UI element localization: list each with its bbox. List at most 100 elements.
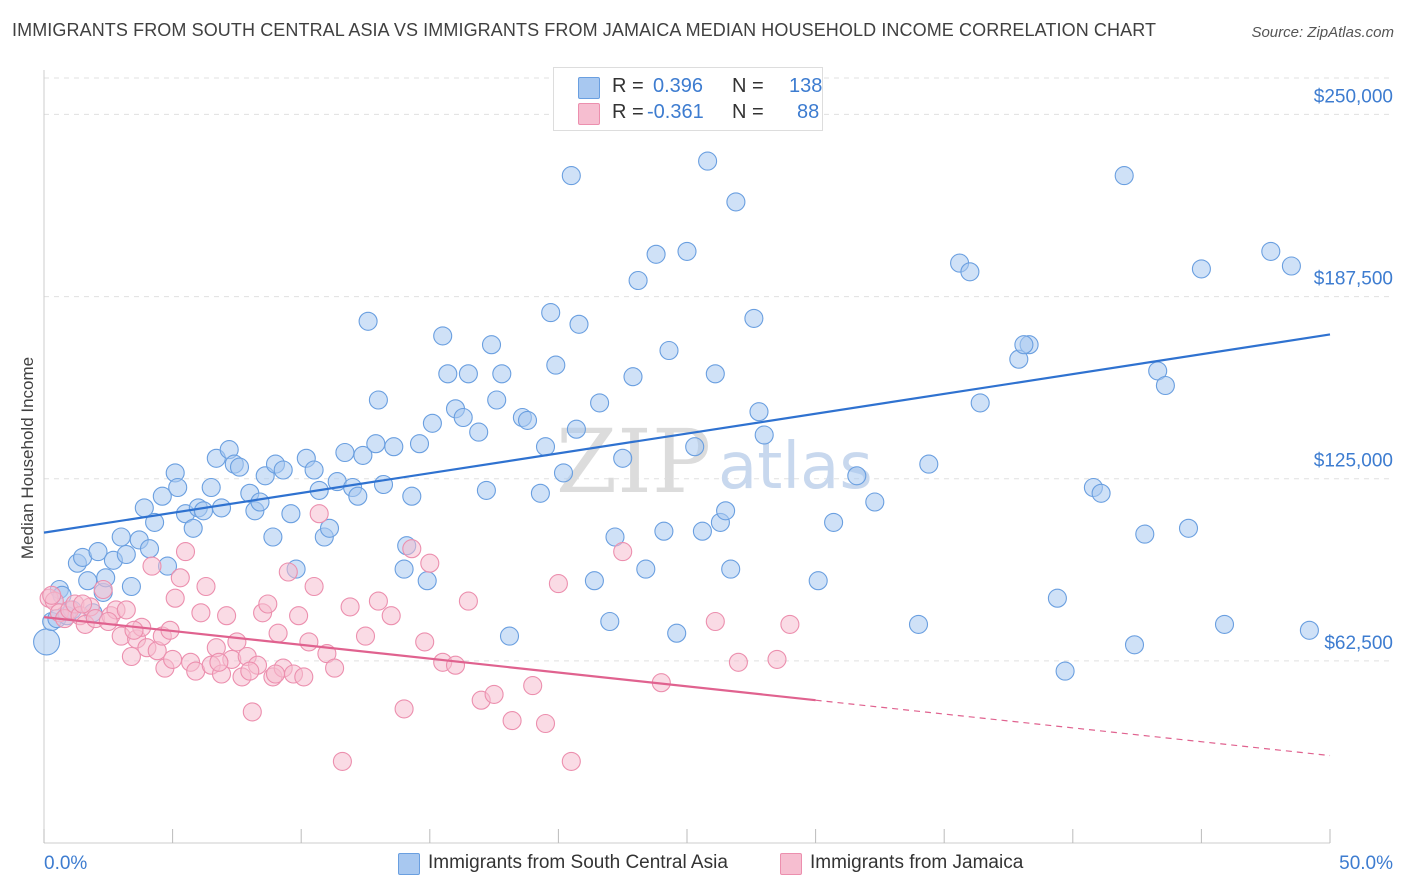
data-point-jamaica <box>196 576 216 597</box>
data-point-jamaica <box>73 594 93 614</box>
data-point-south-central-asia <box>229 457 250 477</box>
legend-label: Immigrants from Jamaica <box>810 852 1024 873</box>
data-point-jamaica <box>502 711 522 731</box>
data-point-jamaica <box>294 667 314 687</box>
data-point-jamaica <box>767 649 787 669</box>
data-point-south-central-asia <box>960 262 980 282</box>
legend-r-value: 0.396 <box>653 75 704 97</box>
data-point-jamaica <box>548 574 568 594</box>
data-point-jamaica <box>121 646 141 667</box>
data-point-south-central-asia <box>824 512 844 532</box>
data-point-south-central-asia <box>600 611 620 632</box>
data-point-south-central-asia <box>368 390 388 410</box>
data-point-south-central-asia <box>145 512 165 532</box>
data-point-south-central-asia <box>569 314 589 334</box>
legend-label: Immigrants from South Central Asia <box>428 852 728 873</box>
data-point-south-central-asia <box>1124 635 1145 655</box>
data-point-south-central-asia <box>721 559 741 579</box>
data-point-south-central-asia <box>458 364 478 384</box>
data-point-jamaica <box>561 751 581 771</box>
data-point-south-central-asia <box>692 521 712 541</box>
data-point-south-central-asia <box>433 326 453 346</box>
data-point-south-central-asia <box>1055 661 1075 681</box>
data-point-south-central-asia <box>749 402 769 422</box>
data-point-south-central-asia <box>1047 588 1067 608</box>
data-point-jamaica <box>728 652 748 672</box>
data-point-jamaica <box>265 664 286 684</box>
data-point-south-central-asia <box>139 539 160 559</box>
data-point-jamaica <box>42 585 62 605</box>
legend-swatch-pink <box>780 853 802 875</box>
data-point-jamaica <box>394 699 414 719</box>
data-point-south-central-asia <box>152 486 172 506</box>
data-point-jamaica <box>705 611 725 632</box>
x-tick-label-max: 50.0% <box>1339 853 1393 874</box>
legend-r-value: -0.361 <box>647 101 704 123</box>
legend-r-label: R = <box>612 75 644 97</box>
data-point-jamaica <box>332 751 352 771</box>
data-point-south-central-asia <box>705 364 725 384</box>
data-point-jamaica <box>175 542 196 562</box>
data-point-jamaica <box>242 702 262 722</box>
data-point-south-central-asia <box>499 626 520 646</box>
data-point-south-central-asia <box>685 437 705 457</box>
data-point-south-central-asia <box>1214 614 1235 634</box>
data-point-jamaica <box>484 684 504 704</box>
data-point-jamaica <box>289 606 309 626</box>
data-point-south-central-asia <box>654 521 674 541</box>
data-point-south-central-asia <box>319 518 340 538</box>
data-point-jamaica <box>124 620 144 640</box>
data-point-south-central-asia <box>613 448 633 468</box>
data-point-south-central-asia <box>417 571 437 591</box>
data-point-jamaica <box>402 539 422 559</box>
data-point-south-central-asia <box>193 501 214 521</box>
data-point-south-central-asia <box>754 425 774 445</box>
data-point-south-central-asia <box>394 559 414 579</box>
data-point-jamaica <box>309 504 329 524</box>
legend-n-value: 88 <box>797 101 820 123</box>
data-point-south-central-asia <box>1091 483 1111 503</box>
data-point-south-central-asia <box>628 270 648 291</box>
data-point-south-central-asia <box>1178 518 1199 538</box>
y-tick-label: $250,000 <box>1314 86 1393 107</box>
data-point-south-central-asia <box>1191 259 1211 279</box>
data-point-south-central-asia <box>1299 620 1319 640</box>
data-point-jamaica <box>209 652 229 672</box>
data-point-south-central-asia <box>384 437 404 457</box>
data-point-south-central-asia <box>492 364 512 384</box>
watermark-atlas: atlas <box>718 430 873 504</box>
data-point-south-central-asia <box>453 407 473 428</box>
data-point-south-central-asia <box>1155 375 1175 396</box>
data-point-jamaica <box>420 553 440 573</box>
data-point-south-central-asia <box>908 614 929 634</box>
legend-swatch-blue <box>578 77 600 99</box>
data-point-jamaica <box>98 611 118 632</box>
data-point-south-central-asia <box>281 504 301 524</box>
data-point-south-central-asia <box>476 480 496 500</box>
data-point-south-central-asia <box>481 335 502 355</box>
data-point-south-central-asia <box>487 390 507 410</box>
data-point-south-central-asia <box>183 518 203 538</box>
data-point-jamaica <box>191 603 211 623</box>
data-point-south-central-asia <box>541 303 561 323</box>
data-point-jamaica <box>304 576 324 597</box>
data-point-south-central-asia <box>659 340 679 361</box>
data-point-south-central-asia <box>590 393 610 413</box>
data-point-south-central-asia <box>116 544 136 565</box>
legend-r-label: R = <box>612 101 644 123</box>
data-point-south-central-asia <box>348 486 368 506</box>
data-point-jamaica <box>278 562 298 582</box>
data-point-jamaica <box>325 658 345 678</box>
data-point-jamaica <box>217 606 237 626</box>
data-point-jamaica <box>340 597 360 617</box>
data-point-south-central-asia <box>211 498 232 518</box>
data-point-jamaica <box>163 649 183 669</box>
legend-swatch-blue <box>398 853 420 875</box>
trend-line-south-central-asia <box>43 333 1331 534</box>
data-point-jamaica <box>355 626 376 646</box>
data-point-south-central-asia <box>698 151 718 171</box>
data-point-south-central-asia <box>373 474 394 495</box>
data-point-south-central-asia <box>121 576 141 597</box>
data-point-south-central-asia <box>402 486 422 506</box>
